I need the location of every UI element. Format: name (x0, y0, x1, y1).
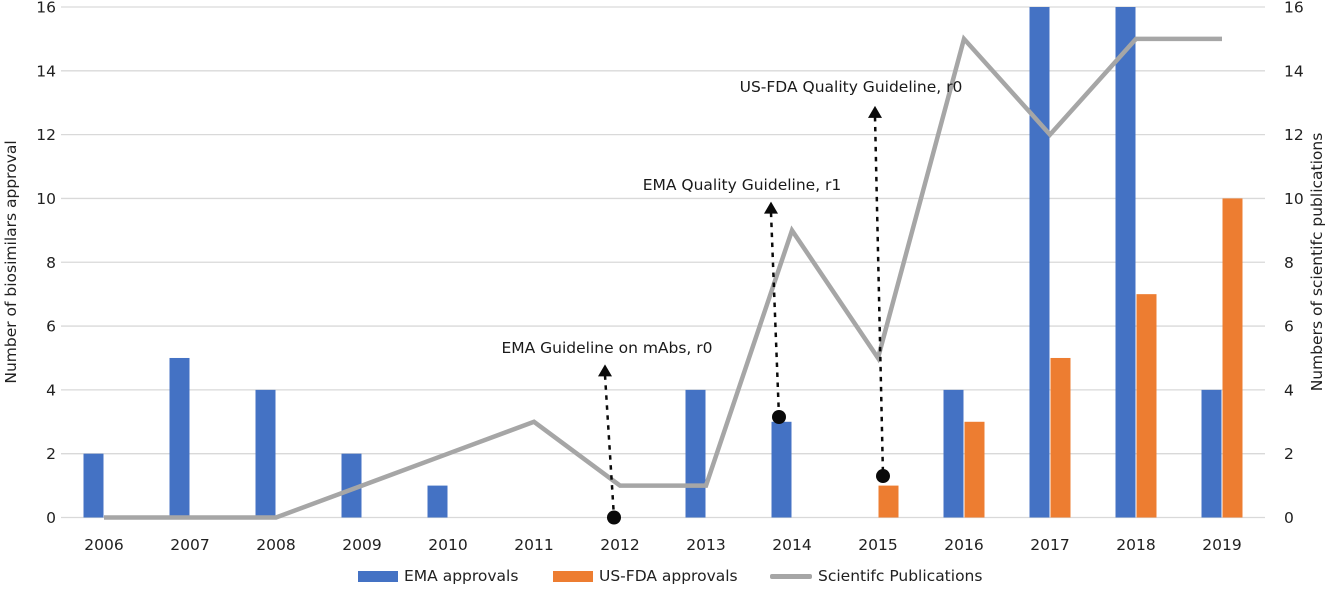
legend-label: EMA approvals (404, 567, 519, 585)
annotation-2014: EMA Quality Guideline, r1 (643, 176, 842, 424)
x-axis-label-2007: 2007 (170, 536, 209, 554)
annotation-dashed-line (603, 375, 616, 518)
y-axis-tick-left: 6 (46, 318, 56, 336)
legend-item-1: US-FDA approvals (553, 566, 738, 586)
bar-ema-2008 (255, 389, 276, 518)
bar-fda-2017 (1050, 357, 1071, 518)
y-axis-tick-right: 4 (1284, 381, 1294, 399)
y-axis-tick-right: 6 (1284, 318, 1294, 336)
x-axis-label-2013: 2013 (686, 536, 725, 554)
annotation-dashed-line (873, 116, 885, 477)
bar-fda-2018 (1136, 294, 1157, 518)
x-axis-label-2011: 2011 (514, 536, 553, 554)
x-axis-label-2009: 2009 (342, 536, 381, 554)
y-axis-tick-left: 8 (46, 254, 56, 272)
bar-ema-2006 (83, 453, 104, 518)
x-axis-label-2008: 2008 (256, 536, 295, 554)
annotation-label: EMA Quality Guideline, r1 (643, 176, 842, 194)
x-axis-label-2016: 2016 (944, 536, 983, 554)
x-axis-labels: 2006 2007 2008 2009 2010 2011 2012 2013 2014 2015… (84, 536, 1241, 554)
x-axis-label-2010: 2010 (428, 536, 467, 554)
annotation-label: EMA Guideline on mAbs, r0 (501, 339, 712, 357)
bar-ema-2013 (685, 389, 706, 518)
axis-tick-labels: 0 0 2 2 4 4 6 6 8 8 10 10 12 12 14 14 16 16 (36, 0, 1303, 527)
x-axis-label-2012: 2012 (600, 536, 639, 554)
legend-label: Scientifc Publications (818, 567, 983, 585)
x-axis-label-2017: 2017 (1030, 536, 1069, 554)
legend-swatch-rect-icon (358, 571, 398, 582)
legend-label: US-FDA approvals (599, 567, 738, 585)
x-axis-label-2019: 2019 (1202, 536, 1241, 554)
bar-ema-2014 (771, 421, 792, 518)
bar-ema-2009 (341, 453, 362, 518)
annotation-2012: EMA Guideline on mAbs, r0 (501, 339, 713, 525)
bars (83, 7, 1243, 518)
y-axis-tick-left: 10 (36, 190, 56, 208)
chart-legend: EMA approvals US-FDA approvals Scientifc P… (0, 566, 1333, 590)
x-axis-label-2015: 2015 (858, 536, 897, 554)
bar-fda-2019 (1222, 198, 1243, 518)
y-axis-tick-left: 16 (36, 0, 56, 17)
annotation-dashed-line (769, 212, 781, 418)
arrow-up-icon (868, 105, 882, 118)
bar-fda-2016 (964, 421, 985, 518)
legend-swatch-rect-icon (553, 571, 593, 582)
annotation-2015: US-FDA Quality Guideline, r0 (740, 78, 963, 484)
legend-item-0: EMA approvals (358, 566, 518, 586)
y-axis-tick-left: 12 (36, 126, 56, 144)
y-axis-tick-left: 0 (46, 509, 56, 527)
y-axis-tick-right: 8 (1284, 254, 1294, 272)
y-axis-tick-left: 2 (46, 445, 56, 463)
y-axis-tick-right: 14 (1284, 62, 1304, 80)
gridlines (61, 6, 1265, 519)
bar-ema-2010 (427, 485, 448, 518)
arrow-up-icon (598, 364, 612, 377)
y-axis-tick-right: 10 (1284, 190, 1304, 208)
y-axis-tick-right: 12 (1284, 126, 1304, 144)
annotation-dot (607, 510, 621, 525)
x-axis-label-2018: 2018 (1116, 536, 1155, 554)
arrow-up-icon (764, 201, 778, 214)
chart-plot-area: 0 0 2 2 4 4 6 6 8 8 10 10 12 12 14 14 16 16 EMA Guideline … (36, 0, 1303, 554)
x-axis-label-2006: 2006 (84, 536, 123, 554)
y-axis-tick-right: 16 (1284, 0, 1304, 17)
annotation-label: US-FDA Quality Guideline, r0 (740, 78, 963, 96)
annotations: EMA Guideline on mAbs, r0 EMA Quality Gui… (501, 78, 962, 525)
y-axis-tick-left: 4 (46, 381, 56, 399)
y-axis-tick-right: 2 (1284, 445, 1294, 463)
right-axis-title: Numbers of scientifc publications (1308, 133, 1326, 392)
bar-ema-2007 (169, 357, 190, 518)
annotation-dot (876, 469, 890, 484)
y-axis-tick-right: 0 (1284, 509, 1294, 527)
bar-ema-2018 (1115, 7, 1136, 518)
legend-swatch-line-icon (770, 574, 812, 579)
y-axis-tick-left: 14 (36, 62, 56, 80)
bar-ema-2017 (1029, 7, 1050, 518)
legend-item-2: Scientifc Publications (770, 566, 982, 586)
x-axis-label-2014: 2014 (772, 536, 811, 554)
bar-fda-2015 (878, 485, 899, 518)
bar-ema-2016 (943, 389, 964, 518)
publications-line (104, 34, 1222, 520)
left-axis-title: Number of biosimilars approval (2, 140, 20, 383)
annotation-dot (772, 409, 786, 424)
bar-ema-2019 (1201, 389, 1222, 518)
